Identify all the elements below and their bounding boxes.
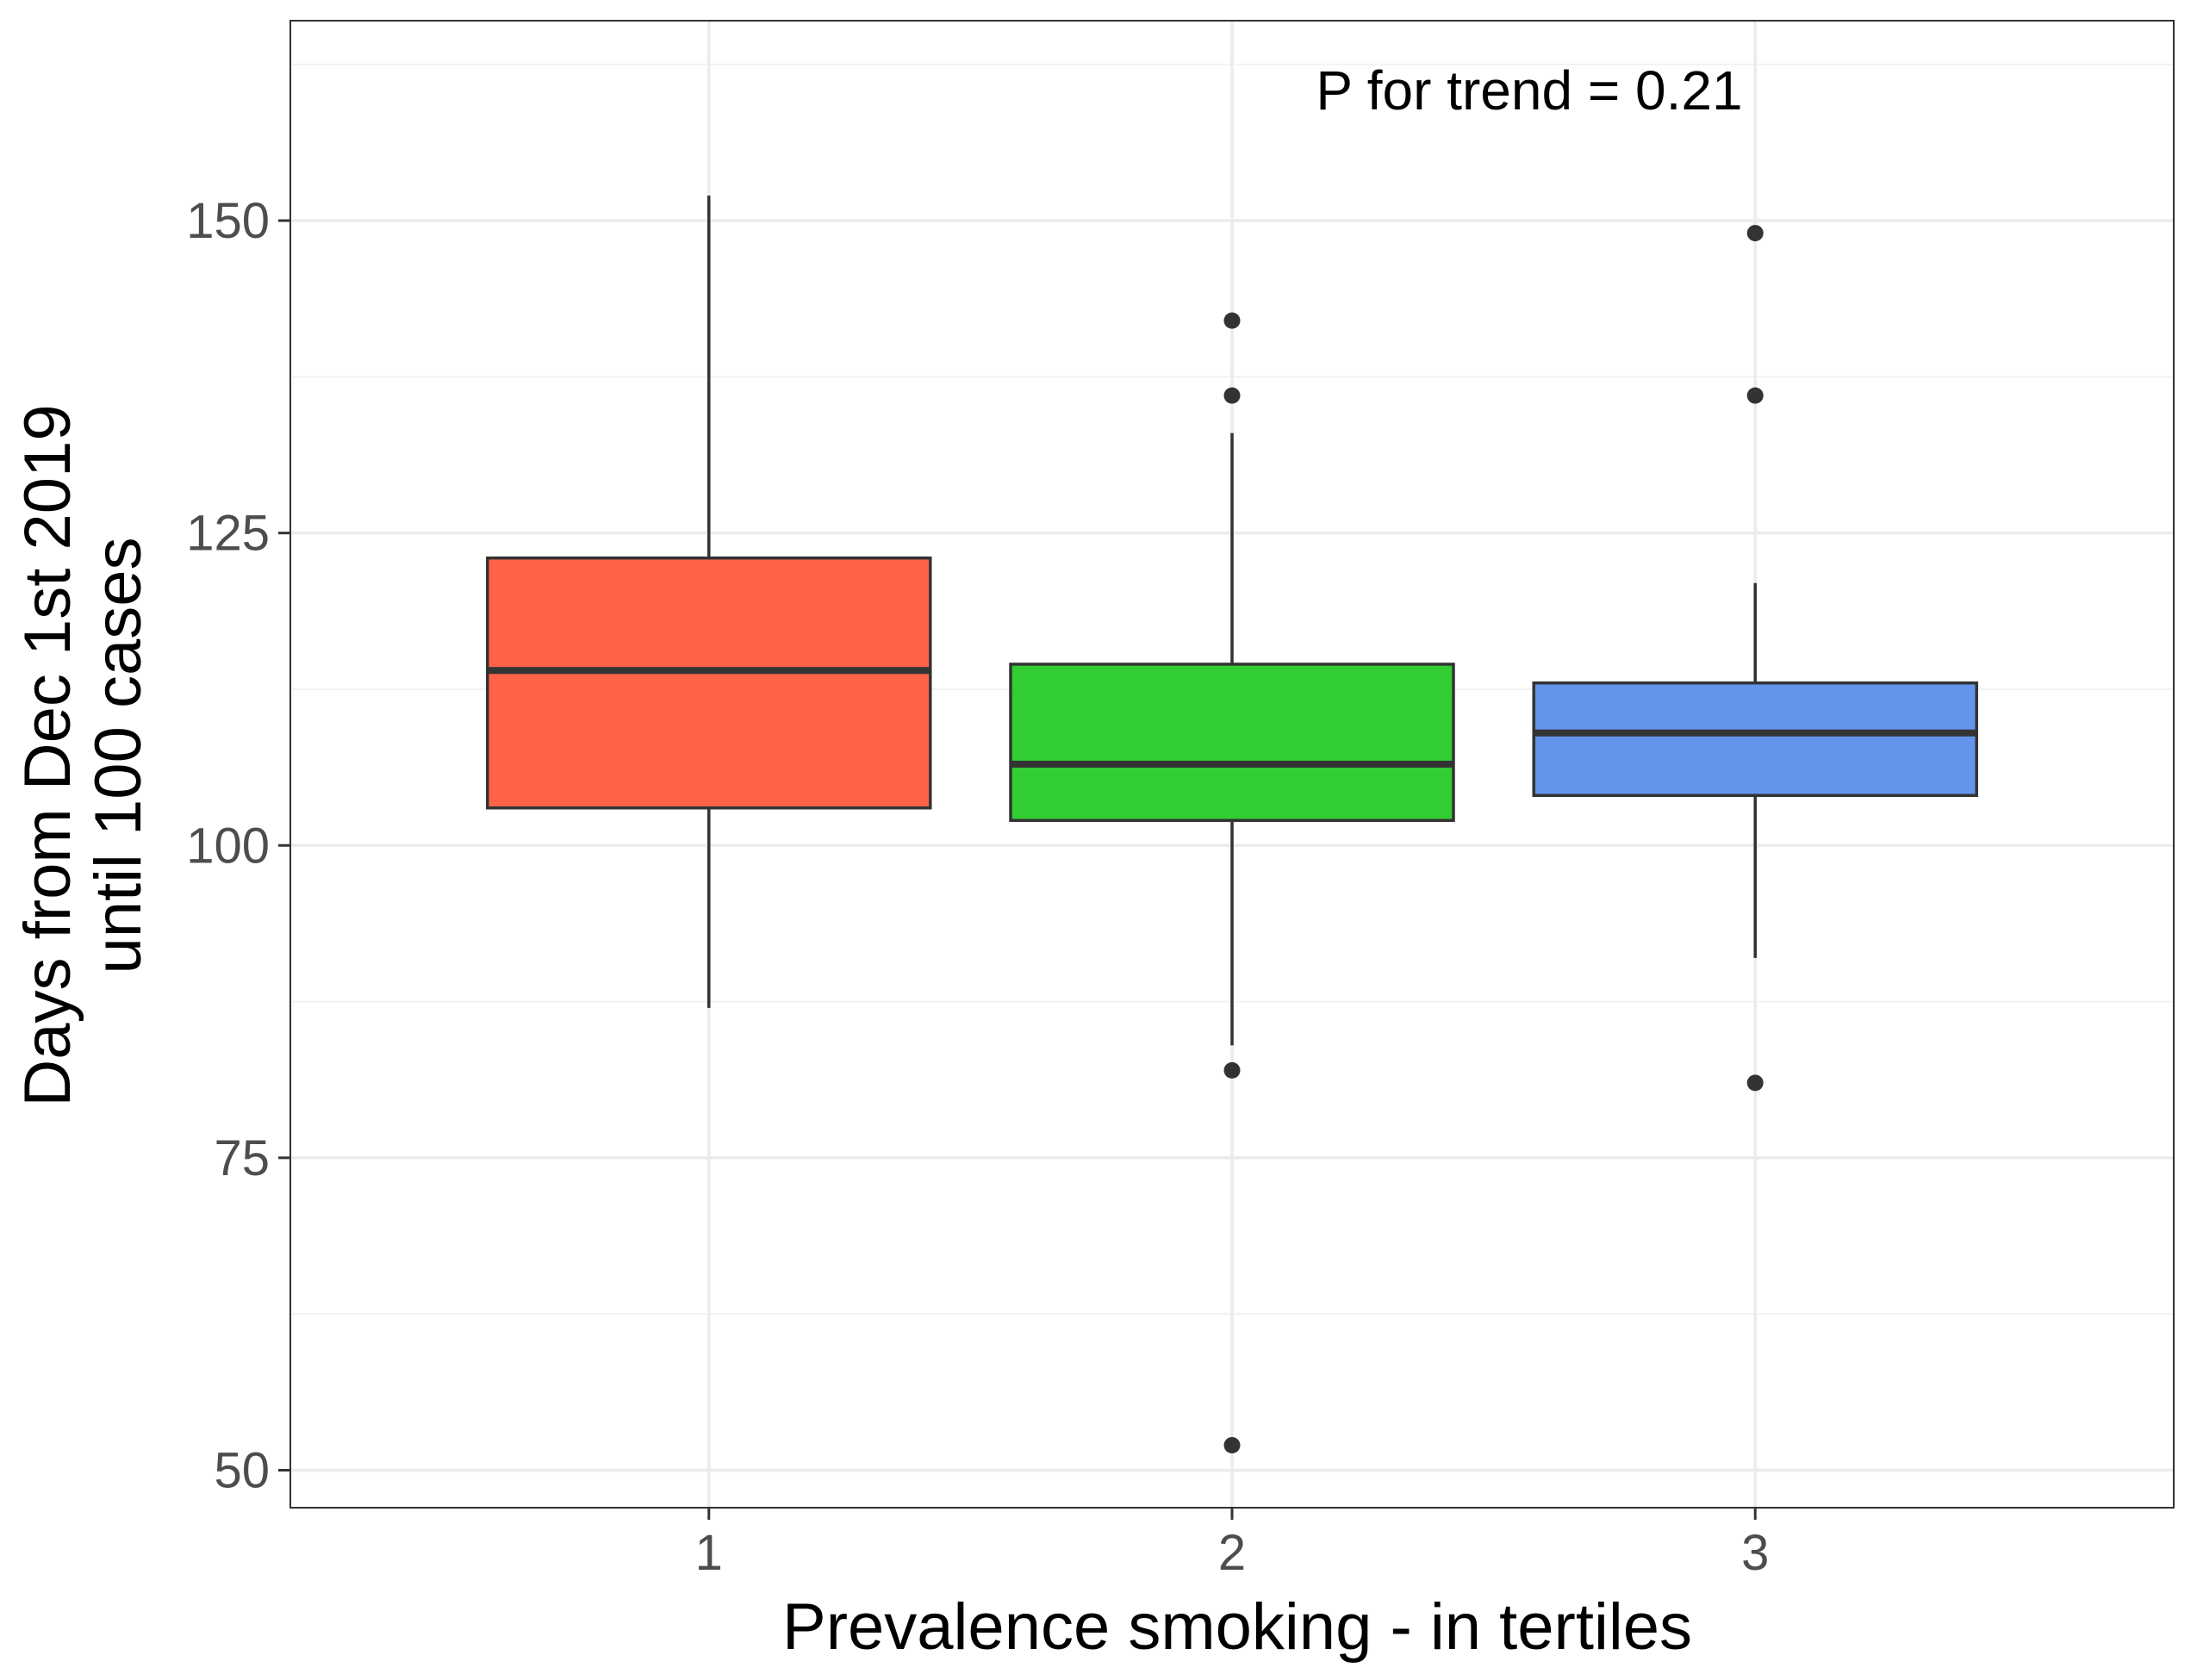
x-axis-title: Prevalence smoking - in tertiles	[782, 1590, 1692, 1664]
box-2	[1009, 312, 1455, 1453]
box-series	[486, 196, 1978, 1453]
box-body	[1532, 681, 1978, 798]
x-axis-ticks: 1 2 3	[695, 1508, 1769, 1581]
y-tick-label: 150	[186, 193, 270, 249]
x-tick-label: 1	[695, 1525, 723, 1581]
outlier-point	[1223, 312, 1241, 329]
box-3	[1532, 225, 1978, 1092]
y-axis-title: Days from Dec 1st 2019 until 100 cases	[11, 404, 155, 1106]
y-axis-title-line-2: until 100 cases	[82, 538, 155, 974]
y-axis-ticks: 50 75 100 125 150	[186, 193, 290, 1498]
x-tick-label: 2	[1218, 1525, 1246, 1581]
y-tick-label: 75	[214, 1130, 270, 1186]
box-body	[486, 556, 932, 810]
box-body	[1009, 663, 1455, 823]
y-axis-title-line-1: Days from Dec 1st 2019	[11, 404, 84, 1106]
outlier-point	[1746, 387, 1764, 404]
y-tick-label: 125	[186, 506, 270, 562]
outlier-point	[1223, 1061, 1241, 1079]
x-tick-label: 3	[1741, 1525, 1769, 1581]
p-trend-annotation: P for trend = 0.21	[1316, 59, 1742, 121]
outlier-point	[1746, 225, 1764, 242]
outlier-point	[1223, 387, 1241, 404]
box-1	[486, 196, 932, 1008]
outlier-point	[1746, 1074, 1764, 1092]
y-tick-label: 100	[186, 818, 270, 874]
outlier-point	[1223, 1436, 1241, 1453]
y-tick-label: 50	[214, 1442, 270, 1498]
